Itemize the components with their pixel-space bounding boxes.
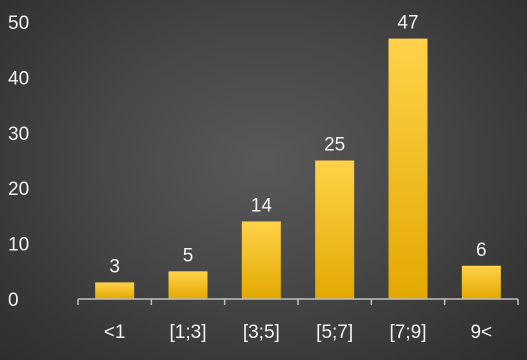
bar-value-label: 5: [183, 245, 194, 266]
x-tick-label: [5;7]: [316, 322, 353, 343]
x-axis: <1 [1;3] [3;5] [5;7] [7;9] 9<: [77, 298, 519, 343]
y-tick-label: 50: [8, 13, 29, 34]
x-tick-label: [3;5]: [243, 322, 280, 343]
bar: [168, 271, 208, 299]
bar-value-label: 47: [397, 13, 418, 34]
y-tick-label: 10: [8, 235, 29, 256]
bar-value-label: 14: [251, 195, 273, 216]
y-tick-label: 20: [8, 179, 29, 200]
y-tick-label: 0: [8, 290, 19, 311]
x-tick-label: 9<: [470, 322, 492, 343]
y-tick-label: 30: [8, 124, 29, 145]
bar: [241, 221, 281, 299]
bar: [315, 160, 355, 299]
bar-value-label: 6: [476, 240, 487, 261]
bar-value-label: 25: [324, 135, 345, 156]
bars: 3 5 14 25 47 6: [95, 13, 501, 300]
y-axis: 0 10 20 30 40 50: [8, 13, 29, 311]
bar: [388, 38, 428, 300]
x-tick-label: [1;3]: [170, 322, 207, 343]
x-tick-label: [7;9]: [390, 322, 427, 343]
bar: [461, 265, 501, 299]
y-tick-label: 40: [8, 68, 29, 89]
bar: [95, 282, 135, 299]
x-tick-label: <1: [104, 322, 126, 343]
bar-value-label: 3: [109, 256, 120, 277]
